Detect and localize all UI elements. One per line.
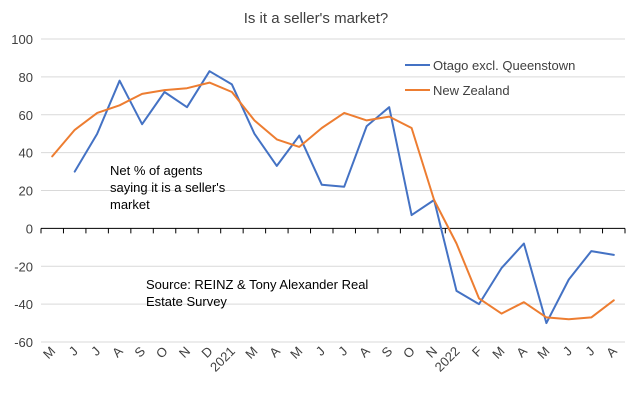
y-tick-label: -60 — [14, 335, 33, 350]
x-tick-label: J — [88, 344, 103, 359]
annotation-source-line: Estate Survey — [146, 294, 227, 309]
chart-title: Is it a seller's market? — [244, 10, 389, 27]
x-tick-label: J — [560, 344, 575, 359]
x-tick-label: S — [131, 343, 148, 360]
legend-label: New Zealand — [433, 83, 510, 98]
x-tick-label: M — [242, 344, 260, 362]
y-tick-label: 60 — [19, 108, 33, 123]
x-tick-label: N — [176, 344, 193, 361]
series-line-new-zealand — [51, 81, 615, 321]
annotations: Net % of agents saying it is a seller's ma… — [110, 163, 368, 309]
annotation-source-line: Source: REINZ & Tony Alexander Real — [146, 277, 368, 292]
x-tick-label: J — [582, 344, 597, 359]
x-tick-label: J — [335, 344, 350, 359]
y-tick-label: 100 — [11, 32, 33, 47]
x-tick-label: S — [379, 343, 396, 360]
x-tick-label: O — [400, 344, 418, 362]
annotation-note-line: market — [110, 197, 150, 212]
x-tick-label: A — [513, 343, 530, 360]
x-tick-label: 2022 — [432, 344, 463, 375]
axis-layer — [40, 227, 626, 234]
x-tick-label: J — [66, 344, 81, 359]
x-tick-label: M — [534, 344, 552, 362]
x-tick-label: A — [266, 343, 283, 360]
x-tick-label: M — [40, 344, 58, 362]
x-tick-label: J — [313, 344, 328, 359]
x-tick-label: O — [153, 344, 171, 362]
series-line-otago — [73, 70, 615, 325]
annotation-note-line: saying it is a seller's — [110, 180, 226, 195]
x-tick-label: M — [287, 344, 305, 362]
y-tick-label: 40 — [19, 146, 33, 161]
x-tick-label: 2021 — [207, 344, 238, 375]
annotation-note-line: Net % of agents — [110, 163, 203, 178]
x-tick-label: M — [489, 344, 507, 362]
legend-label: Otago excl. Queenstown — [433, 58, 575, 73]
x-tick-label: A — [356, 343, 373, 360]
y-tick-label: -40 — [14, 297, 33, 312]
x-tick-label: A — [603, 343, 620, 360]
y-tick-label: 20 — [19, 184, 33, 199]
y-tick-label: 80 — [19, 70, 33, 85]
y-tick-label: -20 — [14, 259, 33, 274]
legend: Otago excl. Queenstown New Zealand — [405, 58, 575, 98]
series-layer — [51, 70, 615, 325]
x-tick-label: F — [469, 343, 485, 359]
y-tick-label: 0 — [26, 221, 33, 236]
x-tick-label: A — [109, 343, 126, 360]
